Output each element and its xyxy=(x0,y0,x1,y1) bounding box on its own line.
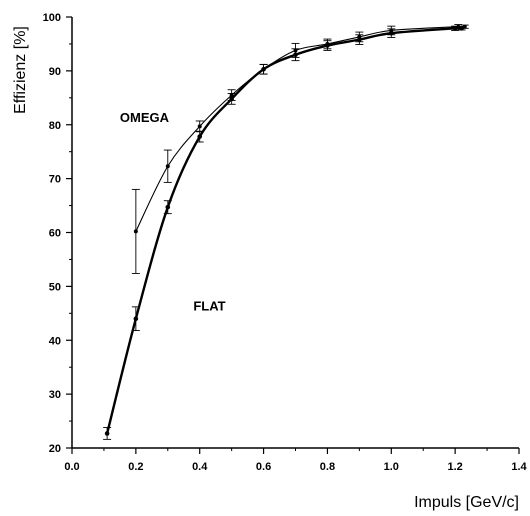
y-tick-label: 30 xyxy=(49,389,61,401)
flat-curve xyxy=(105,26,464,434)
y-tick-label: 20 xyxy=(49,443,61,455)
flat-data-point xyxy=(165,204,171,210)
omega-data-point xyxy=(197,124,202,129)
y-tick-label: 60 xyxy=(49,228,61,240)
x-tick-label: 1.0 xyxy=(384,461,399,473)
x-axis-title: Impuls [GeV/c] xyxy=(414,494,519,511)
flat-data-point xyxy=(293,52,298,58)
label-group: Impuls [GeV/c] Effizienz [%] OMEGA FLAT xyxy=(12,26,519,511)
y-tick-label: 80 xyxy=(49,120,61,132)
flat-data-point xyxy=(261,66,266,72)
x-tick-label: 0.4 xyxy=(192,461,208,473)
series-label-omega: OMEGA xyxy=(120,110,170,125)
flat-data-point xyxy=(452,26,458,31)
flat-data-point xyxy=(459,26,464,31)
omega-data-point xyxy=(165,164,170,169)
flat-data-point xyxy=(133,316,139,322)
x-tick-label: 0.6 xyxy=(256,461,271,473)
y-tick-label: 70 xyxy=(49,174,61,186)
flat-data-point xyxy=(325,43,330,48)
x-tick-label: 1.4 xyxy=(511,461,527,473)
flat-data-point xyxy=(388,30,394,36)
tick-group: 0.0 0.2 0.4 0.6 0.8 1.0 1.2 1.4 20 30 40 50 60 70 80 90… xyxy=(43,12,528,473)
x-tick-label: 1.2 xyxy=(447,461,462,473)
y-tick-label: 90 xyxy=(49,66,61,78)
flat-data-point xyxy=(104,431,110,436)
y-tick-label: 100 xyxy=(43,12,61,24)
flat-data-point xyxy=(357,37,362,42)
series-omega xyxy=(131,24,469,274)
flat-data-point xyxy=(197,134,203,139)
series-label-flat: FLAT xyxy=(193,299,225,314)
x-tick-label: 0.8 xyxy=(320,461,335,473)
omega-data-point xyxy=(133,229,138,234)
x-tick-label: 0.2 xyxy=(128,461,143,473)
y-tick-label: 40 xyxy=(49,335,61,347)
x-tick-label: 0.0 xyxy=(64,461,79,473)
axes xyxy=(71,17,519,449)
y-axis-title: Effizienz [%] xyxy=(12,26,29,114)
flat-data-point xyxy=(229,96,234,102)
omega-curve xyxy=(135,25,467,232)
y-tick-label: 50 xyxy=(49,281,61,293)
series-flat xyxy=(103,25,466,440)
